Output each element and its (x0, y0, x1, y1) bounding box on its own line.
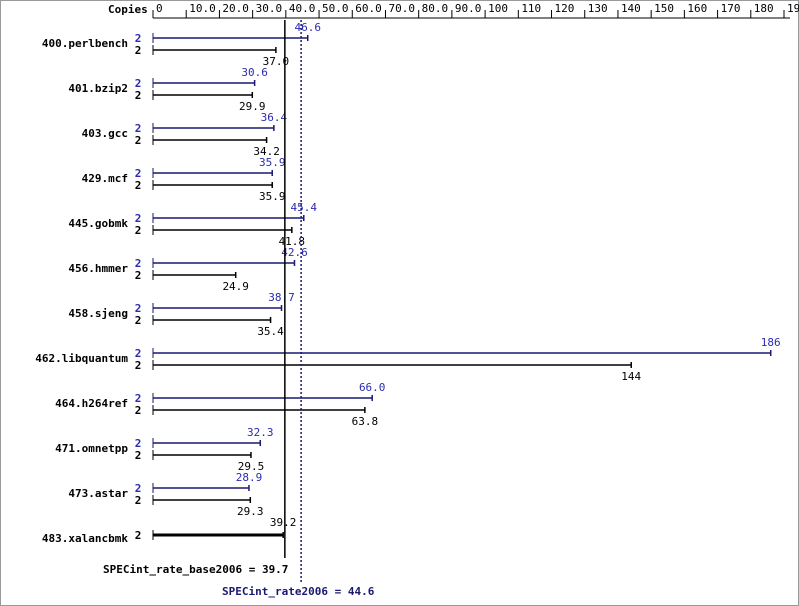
copies-label: 2 (135, 257, 142, 270)
copies-label: 2 (135, 224, 142, 237)
x-tick-label: 110 (521, 2, 541, 15)
value-label: 144 (621, 370, 641, 383)
x-tick-label: 40.0 (289, 2, 316, 15)
value-label: 66.0 (359, 381, 386, 394)
copies-label: 2 (135, 179, 142, 192)
copies-label: 2 (135, 529, 142, 542)
value-label: 29.3 (237, 505, 264, 518)
value-label: 45.4 (291, 201, 318, 214)
category-label: 403.gcc (82, 127, 128, 140)
x-tick-label: 30.0 (256, 2, 283, 15)
x-tick-label: 50.0 (322, 2, 349, 15)
x-tick-label: 140 (621, 2, 641, 15)
category-label: 456.hmmer (68, 262, 128, 275)
x-tick-label: 180 (754, 2, 774, 15)
x-tick-label: 60.0 (355, 2, 382, 15)
category-label: 458.sjeng (68, 307, 128, 320)
x-tick-label: 0 (156, 2, 163, 15)
copies-label: 2 (135, 77, 142, 90)
copies-label: 2 (135, 32, 142, 45)
value-label: 38.7 (268, 291, 295, 304)
copies-label: 2 (135, 347, 142, 360)
value-label: 186 (761, 336, 781, 349)
copies-label: 2 (135, 404, 142, 417)
value-label: 35.4 (257, 325, 284, 338)
value-label: 35.9 (259, 156, 286, 169)
x-tick-label: 160 (687, 2, 707, 15)
copies-label: 2 (135, 134, 142, 147)
copies-label: 2 (135, 392, 142, 405)
value-label: 28.9 (236, 471, 263, 484)
category-label: 483.xalancbmk (42, 532, 128, 545)
x-tick-label: 90.0 (455, 2, 482, 15)
value-label: 29.5 (238, 460, 265, 473)
copies-label: 2 (135, 212, 142, 225)
copies-label: 2 (135, 269, 142, 282)
x-tick-label: 80.0 (422, 2, 449, 15)
value-label: 36.4 (261, 111, 288, 124)
x-tick-label: 170 (721, 2, 741, 15)
value-label: 46.6 (295, 21, 322, 34)
category-label: 473.astar (68, 487, 128, 500)
copies-label: 2 (135, 359, 142, 372)
x-tick-label: 70.0 (388, 2, 415, 15)
category-label: 401.bzip2 (68, 82, 128, 95)
copies-label: 2 (135, 482, 142, 495)
value-label: 35.9 (259, 190, 286, 203)
category-label: 471.omnetpp (55, 442, 128, 455)
value-label: 63.8 (352, 415, 379, 428)
x-tick-label: 10.0 (189, 2, 216, 15)
category-label: 464.h264ref (55, 397, 128, 410)
category-label: 429.mcf (82, 172, 128, 185)
x-axis-title: Copies (108, 3, 148, 16)
x-tick-label: 150 (654, 2, 674, 15)
copies-label: 2 (135, 302, 142, 315)
x-tick-label: 120 (555, 2, 575, 15)
x-tick-label: 20.0 (222, 2, 249, 15)
value-label: 37.0 (263, 55, 290, 68)
category-label: 400.perlbench (42, 37, 128, 50)
x-tick-label: 130 (588, 2, 608, 15)
copies-label: 2 (135, 122, 142, 135)
category-label: 462.libquantum (35, 352, 128, 365)
value-label: 34.2 (253, 145, 280, 158)
copies-label: 2 (135, 437, 142, 450)
base-metric-label: SPECint_rate_base2006 = 39.7 (103, 563, 288, 576)
x-tick-label: 100 (488, 2, 508, 15)
value-label: 39.2 (270, 516, 297, 529)
copies-label: 2 (135, 44, 142, 57)
value-label: 29.9 (239, 100, 266, 113)
x-tick-label: 190 (787, 2, 799, 15)
copies-label: 2 (135, 494, 142, 507)
copies-label: 2 (135, 167, 142, 180)
value-label: 24.9 (222, 280, 249, 293)
value-label: 30.6 (241, 66, 268, 79)
copies-label: 2 (135, 314, 142, 327)
peak-metric-label: SPECint_rate2006 = 44.6 (222, 585, 375, 598)
value-label: 32.3 (247, 426, 274, 439)
category-label: 445.gobmk (68, 217, 128, 230)
copies-label: 2 (135, 89, 142, 102)
copies-label: 2 (135, 449, 142, 462)
